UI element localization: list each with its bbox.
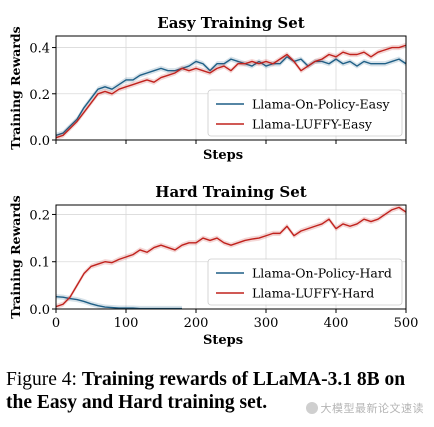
y-tick-label: 0.0 (29, 134, 50, 149)
x-tick-label: 300 (254, 316, 279, 331)
y-tick-label: 0.4 (29, 42, 50, 57)
watermark-text: 大模型最新论文速读 (320, 402, 424, 415)
series-band-0 (56, 294, 182, 309)
figure: 0.0 0.2 0.4 Easy Training Set Steps Training … (8, 14, 419, 348)
series-line-1 (55, 44, 407, 139)
y-tick-label: 0.1 (29, 256, 50, 271)
x-tick-label: 100 (114, 316, 139, 331)
x-tick-label: 500 (394, 316, 419, 331)
figure-caption: Figure 4: Training rewards of LLaMA-3.1 … (6, 368, 430, 414)
y-axis-label: Training Rewards (8, 195, 23, 318)
legend-label-1: Llama-LUFFY-Hard (252, 286, 374, 301)
x-axis-label: Steps (203, 333, 243, 348)
caption-text: Training rewards of LLaMA-3.1 8B on the … (6, 369, 406, 413)
wechat-icon (305, 402, 318, 414)
series-band-0 (56, 54, 406, 138)
y-tick-label: 0.2 (29, 208, 50, 223)
y-tick-label: 0.0 (29, 303, 50, 318)
plot-frame (55, 204, 407, 310)
series-line-1 (55, 206, 407, 308)
legend-box (207, 89, 403, 137)
x-axis-label: Steps (203, 148, 243, 163)
chart-title: Hard Training Set (155, 183, 306, 201)
legend-label-1: Llama-LUFFY-Easy (252, 117, 373, 132)
legend-box (207, 258, 403, 306)
x-tick-label: 400 (324, 316, 349, 331)
series-line-0 (55, 56, 407, 137)
watermark: 大模型最新论文速读 (305, 400, 425, 416)
x-tick-label: 200 (184, 316, 209, 331)
y-axis-label: Training Rewards (8, 26, 23, 149)
plot-frame (55, 35, 407, 141)
caption-label: Figure 4: (6, 369, 77, 390)
legend-label-0: Llama-On-Policy-Hard (252, 266, 392, 281)
legend-label-0: Llama-On-Policy-Easy (252, 97, 391, 112)
y-tick-label: 0.2 (29, 88, 50, 103)
x-tick-label: 0 (52, 316, 60, 331)
chart-title: Easy Training Set (157, 14, 305, 32)
